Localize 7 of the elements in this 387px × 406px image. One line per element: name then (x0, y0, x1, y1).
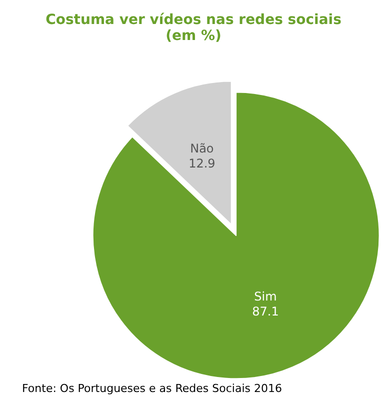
slice-label: Não (190, 141, 214, 156)
data-label: 12.9 (188, 156, 216, 170)
chart-title: Costuma ver vídeos nas redes sociais (46, 12, 342, 28)
chart-subtitle: (em %) (166, 28, 222, 44)
slice-label: Sim (254, 290, 277, 304)
data-label: 87.1 (252, 304, 279, 319)
source-note: Fonte: Os Portugueses e as Redes Sociais 2016 (22, 382, 282, 395)
